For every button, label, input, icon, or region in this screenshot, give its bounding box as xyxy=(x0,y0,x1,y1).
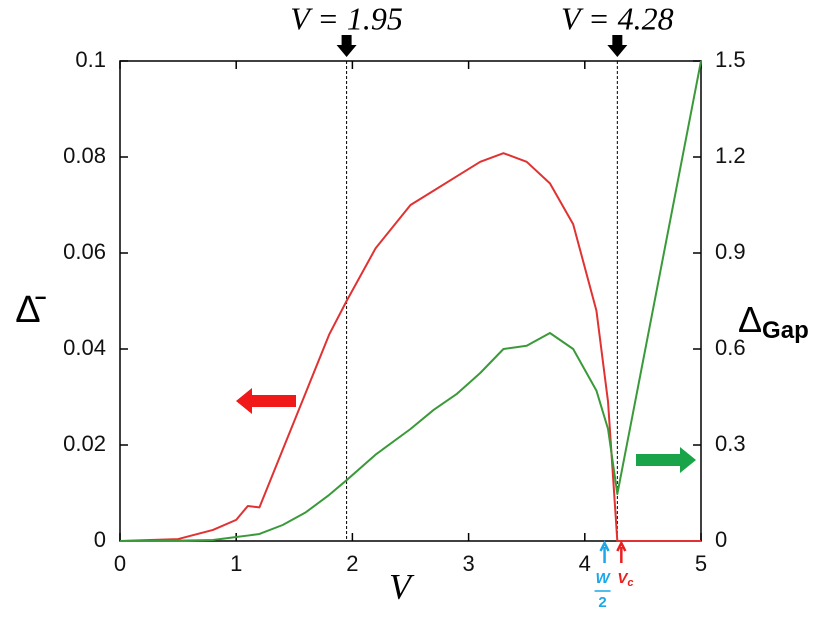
y2-tick-label: 1.2 xyxy=(715,143,746,168)
y-tick-label: 0.1 xyxy=(75,47,106,72)
right-axis-arrow xyxy=(636,447,696,473)
vc-arrow xyxy=(616,540,627,563)
w-half-arrow xyxy=(599,540,610,563)
vc-label-main: V xyxy=(617,570,629,587)
marker-arrow xyxy=(336,35,357,57)
y-tick-label: 0.06 xyxy=(63,239,106,264)
y2-axis-label: ΔGap xyxy=(738,299,809,345)
x-tick-label: 4 xyxy=(579,551,591,576)
annotation: V = 4.28 xyxy=(561,0,674,36)
x-tick-label: 3 xyxy=(462,551,474,576)
plot-frame xyxy=(119,60,702,542)
y2-tick-label: 0.3 xyxy=(715,431,746,456)
x-tick-label: 5 xyxy=(695,551,707,576)
y2-axis-label-sub: Gap xyxy=(762,317,809,344)
vc-label-sub: c xyxy=(627,577,633,589)
vc-label: Vc xyxy=(617,570,633,589)
w-half-numerator: W xyxy=(595,570,611,587)
series-line xyxy=(119,152,701,542)
annotation: V = 1.95 xyxy=(290,0,403,36)
y-tick-label: 0 xyxy=(94,527,106,552)
left-axis-arrow xyxy=(236,388,296,414)
y2-tick-label: 0 xyxy=(715,527,727,552)
y-tick-label: 0.04 xyxy=(63,335,106,360)
y-axis-label: Δ̄ xyxy=(15,289,46,331)
w-half-denominator: 2 xyxy=(598,594,606,611)
marker-arrow xyxy=(607,35,628,57)
series-line xyxy=(119,60,702,542)
x-tick-label: 0 xyxy=(114,551,126,576)
y2-axis-label-main: Δ xyxy=(738,299,762,340)
y-tick-label: 0.02 xyxy=(63,431,106,456)
y2-tick-label: 0.6 xyxy=(715,335,746,360)
y2-tick-label: 0.9 xyxy=(715,239,746,264)
y-tick-label: 0.08 xyxy=(63,143,106,168)
x-axis-label: V xyxy=(389,566,415,606)
x-tick-label: 2 xyxy=(346,551,358,576)
y2-tick-label: 1.5 xyxy=(715,47,746,72)
x-tick-label: 1 xyxy=(230,551,242,576)
